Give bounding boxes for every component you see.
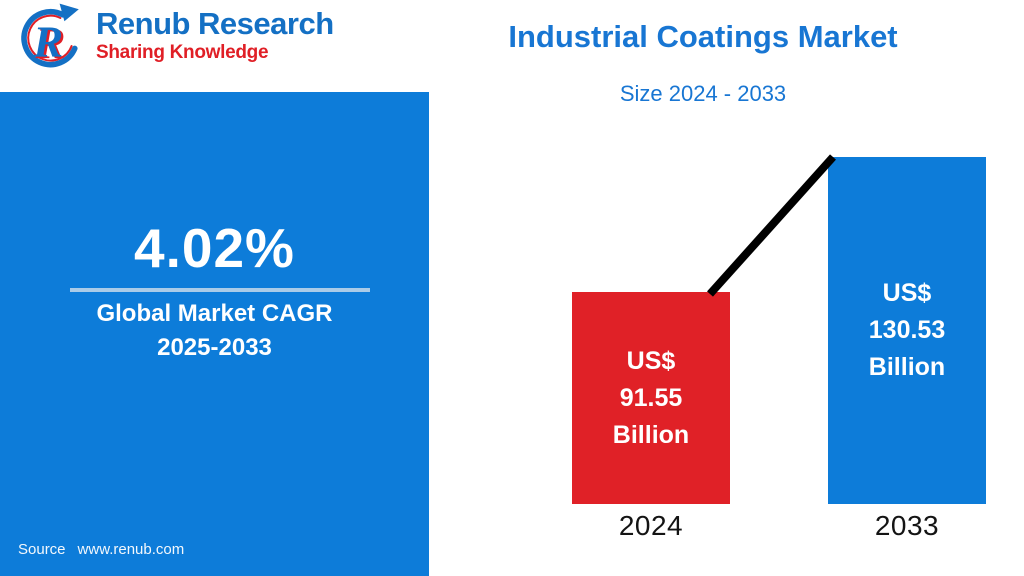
bar-2024-category: 2024 — [618, 510, 684, 541]
bar-2033-label-unit: Billion — [868, 353, 946, 381]
bar-group-2024: US$ 91.55 Billion 2024 — [572, 292, 730, 542]
bar-2033-category: 2033 — [874, 510, 940, 541]
bar-2024: US$ 91.55 Billion — [572, 292, 730, 504]
svg-text:R: R — [35, 18, 66, 68]
cagr-label-line1: Global Market CAGR — [96, 300, 333, 327]
chart-title: Industrial Coatings Market — [508, 19, 898, 54]
bar-2024-label-unit: Billion — [612, 420, 690, 449]
bar-2024-label-currency: US$ — [626, 346, 676, 375]
brand-wordmark: Renub Research Sharing Knowledge — [96, 6, 334, 64]
renub-swirl-r-arrow-icon: R R — [21, 3, 79, 68]
trend-line — [707, 154, 836, 297]
source-label: Source — [18, 541, 66, 558]
svg-text:R: R — [32, 16, 63, 66]
bar-2033-label-value: 130.53 — [868, 316, 946, 344]
chart-subtitle: Size 2024 - 2033 — [619, 80, 787, 106]
chart-header: Industrial Coatings Market Size 2024 - 2… — [420, 18, 986, 107]
cagr-value: 4.02% — [134, 217, 295, 279]
cagr-label-line2: 2025-2033 — [157, 334, 272, 361]
cagr-divider — [70, 288, 370, 292]
bar-2033: US$ 130.53 Billion — [828, 157, 986, 504]
cagr-panel: 4.02% Global Market CAGR 2025-2033 Sourc… — [0, 92, 429, 576]
source-line: Source www.renub.com — [18, 541, 184, 558]
source-url: www.renub.com — [77, 541, 185, 558]
brand-logo: R R Renub Research Sharing Knowledge — [10, 2, 334, 74]
bar-2024-label-value: 91.55 — [619, 383, 683, 412]
bar-2033-label-currency: US$ — [882, 279, 932, 307]
brand-tagline: Sharing Knowledge — [96, 42, 269, 64]
bar-group-2033: US$ 130.53 Billion 2033 — [828, 157, 986, 542]
brand-name: Renub Research — [96, 6, 334, 41]
